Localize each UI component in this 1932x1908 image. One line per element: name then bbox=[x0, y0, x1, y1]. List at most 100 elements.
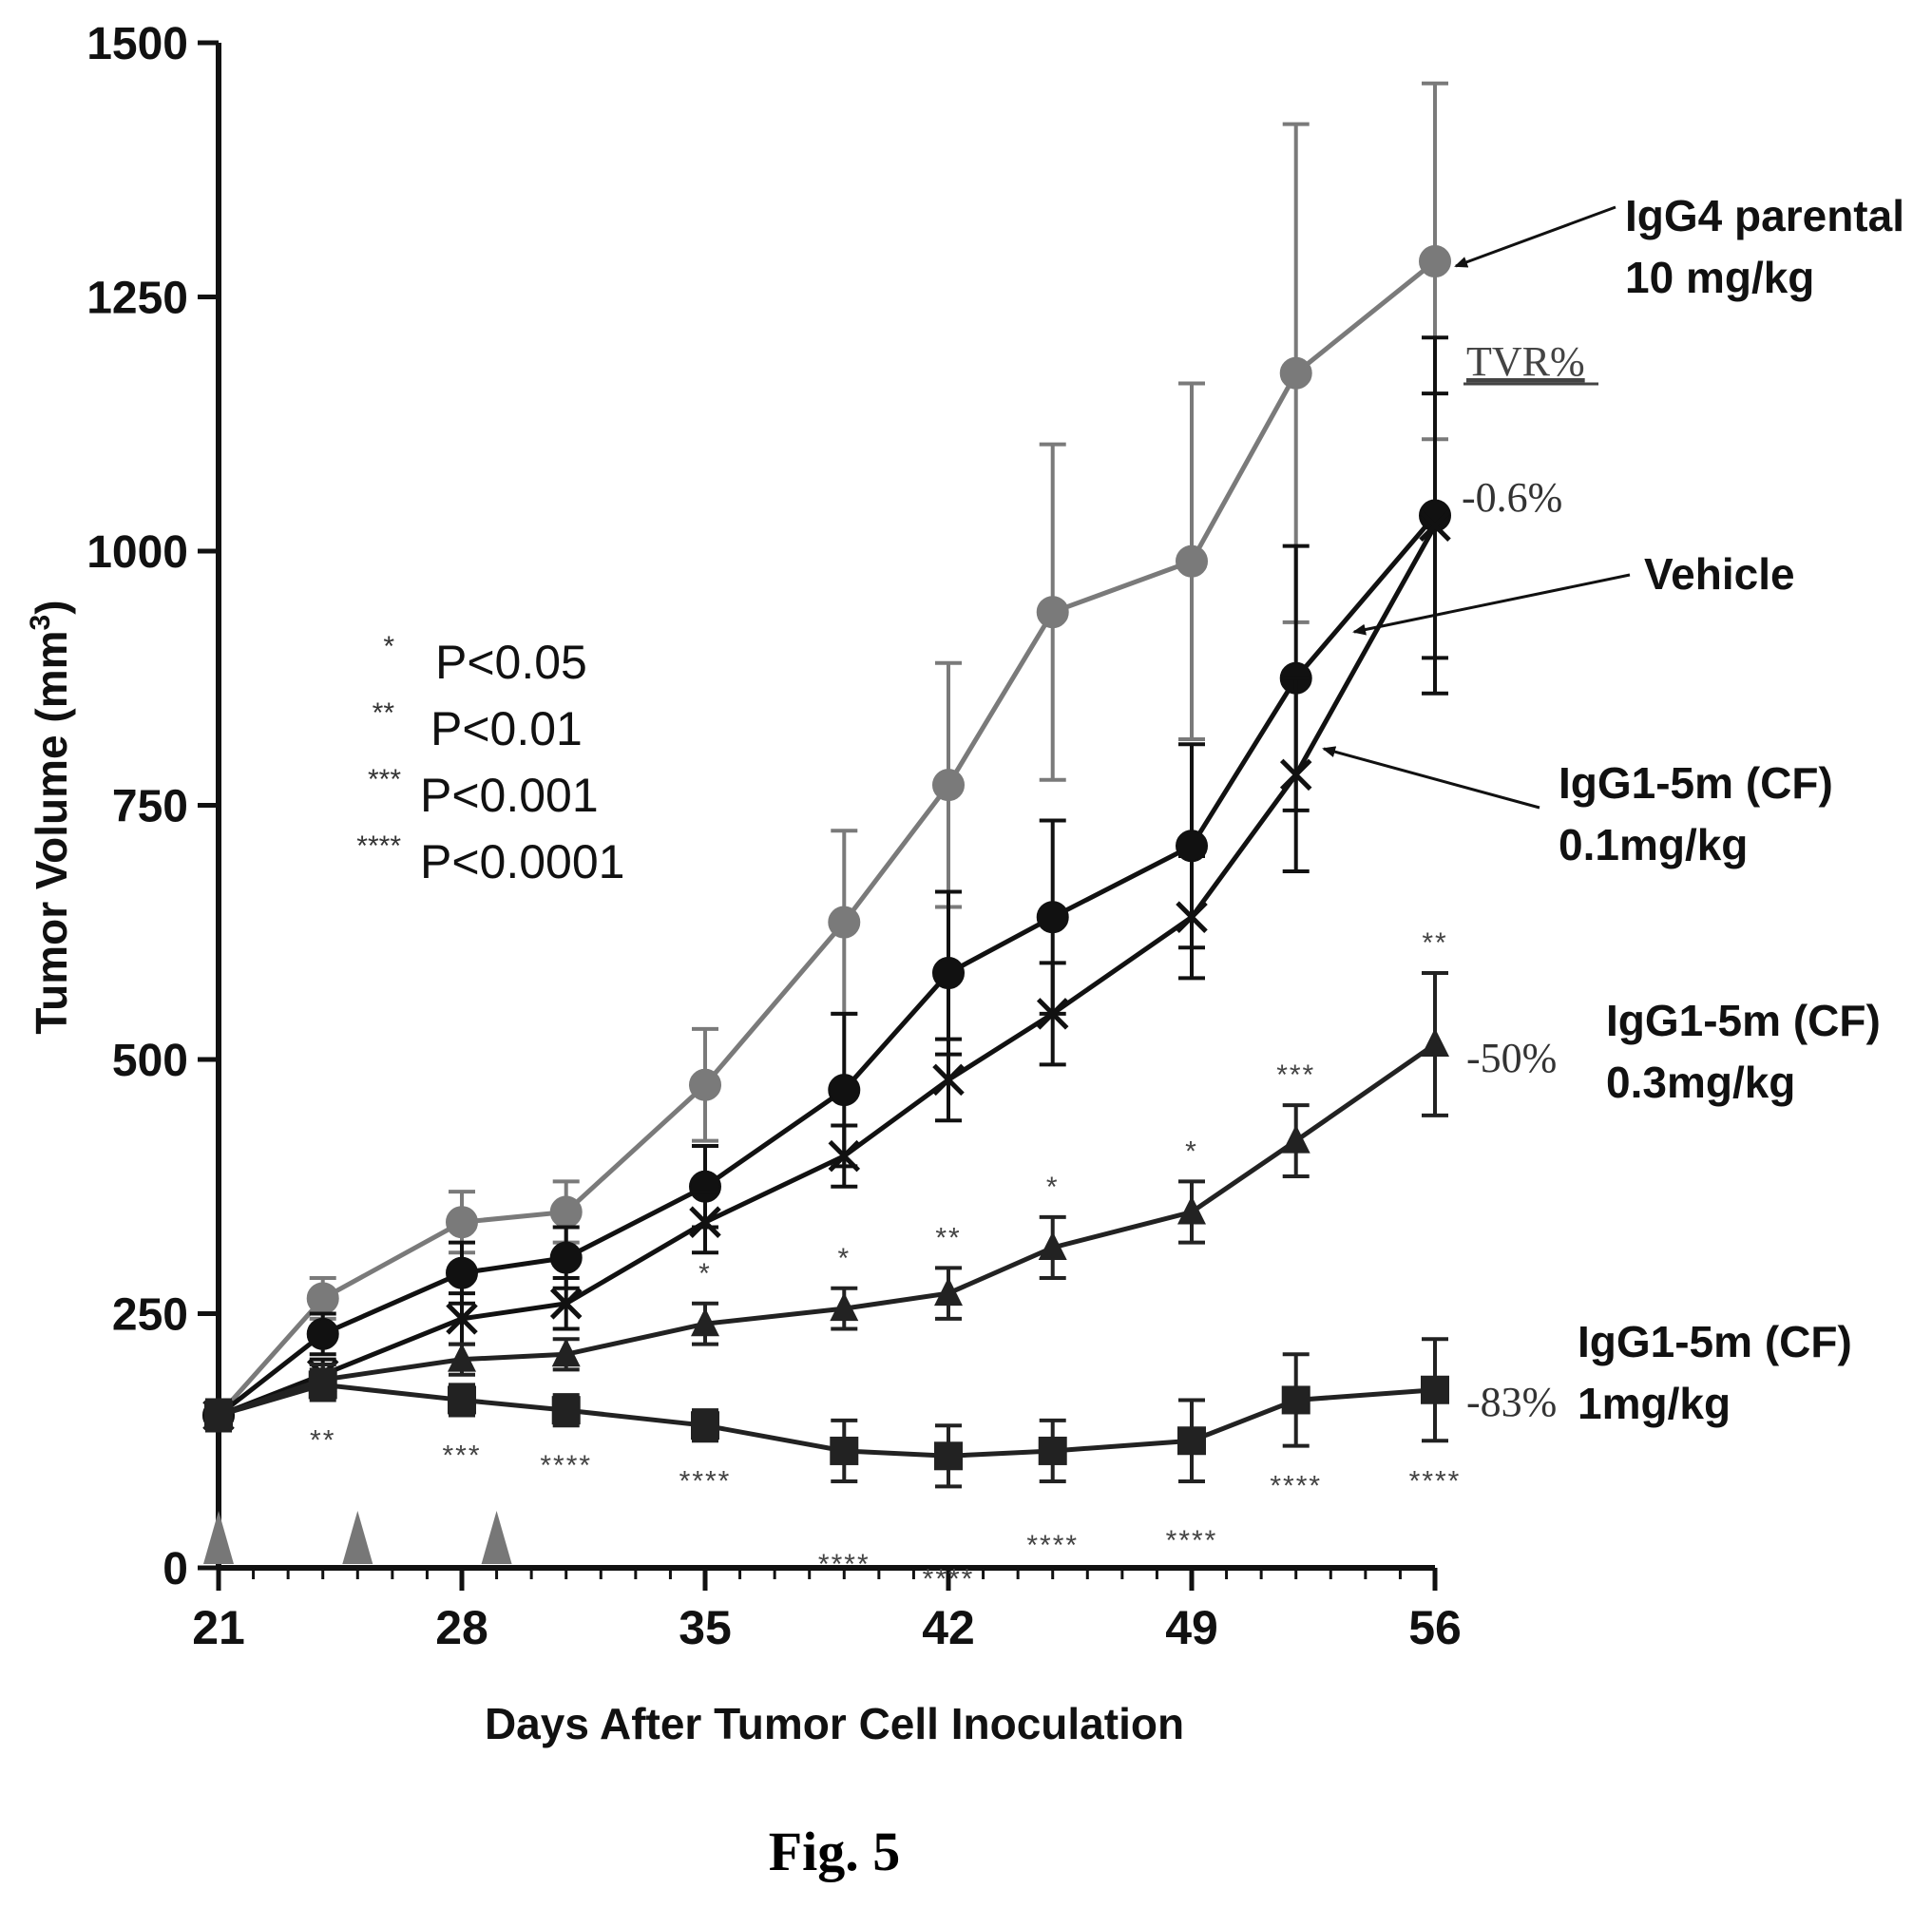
data-point-square bbox=[448, 1385, 476, 1415]
significance-stars: *** bbox=[1276, 1059, 1315, 1091]
significance-stars: **** bbox=[1270, 1471, 1322, 1502]
label-igg4-parental-dose: 10 mg/kg bbox=[1625, 253, 1814, 302]
dosing-triangle-marker bbox=[342, 1511, 373, 1564]
data-point-square bbox=[934, 1441, 963, 1471]
series-line bbox=[217, 259, 1437, 1418]
data-point-x bbox=[828, 1139, 861, 1173]
legend-stars-2: ** bbox=[373, 697, 395, 729]
data-point-circle bbox=[828, 906, 861, 939]
data-point-triangle bbox=[1177, 1195, 1206, 1225]
x-tick-label: 28 bbox=[435, 1601, 488, 1654]
label-vehicle: Vehicle bbox=[1644, 549, 1795, 599]
data-point-circle bbox=[1036, 901, 1069, 934]
data-point-triangle bbox=[1421, 1027, 1449, 1057]
significance-stars: **** bbox=[923, 1563, 975, 1594]
data-point-square bbox=[1421, 1375, 1449, 1404]
data-point-x bbox=[1036, 998, 1069, 1030]
series-0 bbox=[202, 81, 1451, 1433]
data-point-square bbox=[1281, 1385, 1310, 1415]
y-tick-label: 250 bbox=[112, 1290, 188, 1341]
significance-stars: **** bbox=[1166, 1525, 1218, 1556]
label-0-3mgkg: IgG1-5m (CF) 0.3mg/kg bbox=[1606, 996, 1881, 1107]
significance-stars: ** bbox=[935, 1222, 961, 1253]
legend-stars-1: * bbox=[383, 631, 394, 662]
tvr-0-3mgkg: -50% bbox=[1466, 1035, 1557, 1081]
data-point-square bbox=[551, 1396, 581, 1425]
dosing-triangle-marker bbox=[203, 1511, 234, 1564]
data-point-circle bbox=[689, 1068, 721, 1101]
x-tick-label: 56 bbox=[1408, 1601, 1462, 1654]
data-point-circle bbox=[1419, 245, 1451, 278]
legend-label-3: P<0.001 bbox=[420, 769, 599, 822]
data-point-square bbox=[1177, 1426, 1206, 1456]
y-axis-label: Tumor Volume (mm3) bbox=[25, 600, 76, 1034]
x-axis-label: Days After Tumor Cell Inoculation bbox=[485, 1699, 1184, 1748]
arrow-vehicle bbox=[1352, 573, 1631, 636]
significance-stars: * bbox=[1185, 1135, 1198, 1167]
y-tick-label: 0 bbox=[163, 1544, 188, 1594]
data-point-x bbox=[1419, 509, 1451, 543]
x-tick-label: 21 bbox=[192, 1601, 245, 1654]
series-1 bbox=[202, 335, 1451, 1433]
label-vehicle-name: Vehicle bbox=[1644, 549, 1795, 599]
significance-stars: **** bbox=[1026, 1530, 1079, 1561]
legend-stars-3: *** bbox=[368, 764, 401, 795]
data-point-square bbox=[691, 1411, 719, 1441]
data-point-triangle bbox=[1038, 1231, 1067, 1260]
legend-stars-4: **** bbox=[356, 830, 401, 862]
series-line bbox=[217, 513, 1437, 1418]
label-0-1mgkg-name: IgG1-5m (CF) bbox=[1559, 758, 1833, 808]
label-1mgkg: IgG1-5m (CF) 1mg/kg bbox=[1578, 1317, 1852, 1428]
significance-stars: * bbox=[837, 1243, 851, 1274]
series-4 bbox=[204, 1337, 1449, 1489]
data-point-circle bbox=[1176, 544, 1208, 578]
data-point-circle bbox=[828, 1074, 861, 1107]
arrow-igg4-parental bbox=[1454, 205, 1616, 268]
data-point-x bbox=[932, 1063, 965, 1097]
data-point-square bbox=[830, 1436, 859, 1465]
tvr-vehicle: -0.6% bbox=[1462, 474, 1562, 521]
data-point-square bbox=[308, 1370, 337, 1400]
label-igg4-parental: IgG4 parental 10 mg/kg bbox=[1625, 191, 1904, 302]
legend-label-2: P<0.01 bbox=[430, 702, 583, 755]
arrow-0-1mgkg bbox=[1322, 746, 1540, 810]
tvr-1mgkg: -83% bbox=[1466, 1379, 1557, 1425]
data-point-triangle bbox=[830, 1292, 859, 1322]
label-1mgkg-name: IgG1-5m (CF) bbox=[1578, 1317, 1852, 1366]
data-point-x bbox=[1279, 758, 1312, 792]
label-0-1mgkg-dose: 0.1mg/kg bbox=[1559, 820, 1748, 869]
annotation-layer: * ************ *** **** ******** ******** ****… bbox=[310, 927, 1462, 1594]
series-layer bbox=[202, 81, 1451, 1489]
significance-stars: *** bbox=[442, 1441, 481, 1472]
data-point-circle bbox=[932, 769, 965, 802]
significance-stars: **** bbox=[1409, 1465, 1462, 1497]
data-point-circle bbox=[549, 1241, 583, 1274]
data-point-circle bbox=[549, 1195, 583, 1229]
x-tick-label: 49 bbox=[1165, 1601, 1218, 1654]
data-point-circle bbox=[932, 957, 965, 990]
y-tick-label: 1500 bbox=[86, 19, 188, 69]
axes: 0 250 500 750 1000 1250 1500 21 28 35 42 49 56 bbox=[86, 19, 1462, 1654]
data-point-triangle bbox=[551, 1338, 581, 1367]
y-tick-label: 1250 bbox=[86, 274, 188, 324]
significance-stars: * bbox=[698, 1258, 712, 1289]
data-point-triangle bbox=[691, 1307, 719, 1337]
y-tick-label: 1000 bbox=[86, 527, 188, 578]
label-0-1mgkg: IgG1-5m (CF) 0.1mg/kg bbox=[1559, 758, 1833, 869]
series-3 bbox=[204, 971, 1449, 1433]
data-point-circle bbox=[306, 1317, 339, 1350]
tvr-header: TVR% bbox=[1466, 338, 1585, 385]
data-point-circle bbox=[1279, 356, 1312, 390]
series-2 bbox=[202, 391, 1451, 1433]
y-tick-label: 500 bbox=[112, 1036, 188, 1086]
dosing-triangle-marker bbox=[481, 1511, 512, 1564]
legend-label-1: P<0.05 bbox=[435, 636, 587, 689]
significance-stars: **** bbox=[540, 1450, 592, 1481]
significance-stars: ** bbox=[1422, 927, 1447, 959]
significance-stars: **** bbox=[818, 1549, 870, 1580]
y-axis-label-close: ) bbox=[27, 600, 76, 614]
data-point-square bbox=[1038, 1436, 1067, 1465]
data-point-triangle bbox=[448, 1343, 476, 1372]
legend-label-4: P<0.0001 bbox=[420, 835, 624, 888]
data-point-x bbox=[446, 1303, 478, 1335]
